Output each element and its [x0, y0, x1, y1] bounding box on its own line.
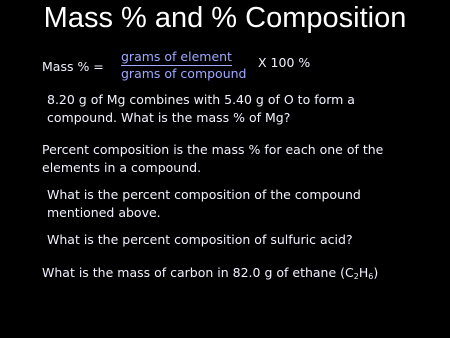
formula-numerator: grams of element — [121, 49, 232, 66]
paragraph-line: mentioned above. — [47, 205, 161, 220]
subscript: 6 — [368, 272, 374, 281]
text: What is the mass of carbon in 82.0 g of … — [42, 265, 354, 280]
formula-denominator: grams of compound — [121, 66, 247, 81]
last-question: What is the mass of carbon in 82.0 g of … — [42, 264, 378, 286]
paragraph-line: elements in a compound. — [42, 160, 202, 175]
paragraph-line: compound. What is the mass % of Mg? — [47, 110, 291, 125]
formula-lhs: Mass % = — [42, 59, 104, 74]
text: ) — [373, 265, 379, 280]
paragraph-line: Percent composition is the mass % for ea… — [42, 142, 384, 157]
slide-title: Mass % and % Composition — [43, 2, 407, 34]
paragraph-line: What is the percent composition of the c… — [47, 187, 361, 202]
paragraph-line: 8.20 g of Mg combines with 5.40 g of O t… — [47, 92, 355, 107]
paragraph-line: What is the percent composition of sulfu… — [47, 232, 353, 247]
subscript: 2 — [353, 272, 359, 281]
text: H — [358, 265, 369, 280]
formula-factor: X 100 % — [258, 55, 311, 70]
